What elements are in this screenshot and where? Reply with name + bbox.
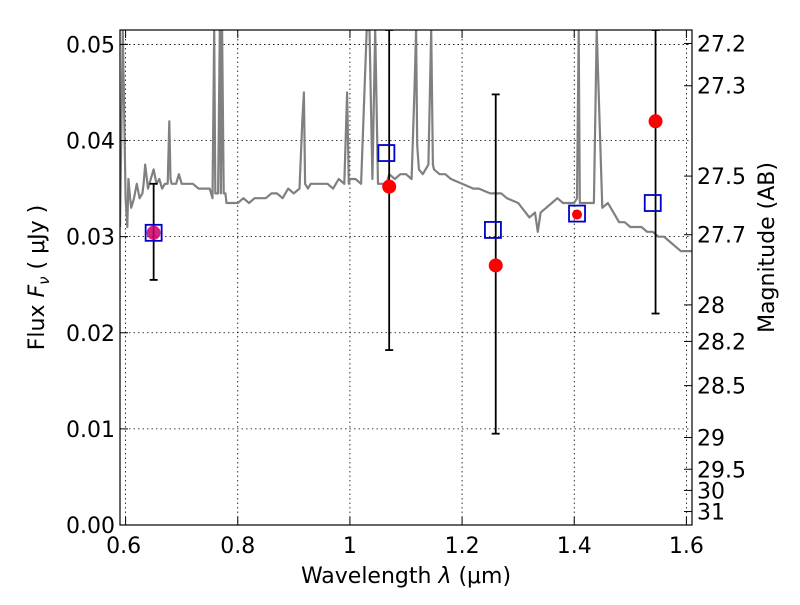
model-point xyxy=(568,204,586,223)
y2-tick-label: 31 xyxy=(697,501,725,526)
y2-tick-label: 27.7 xyxy=(697,224,746,249)
y-tick-label: 0.02 xyxy=(66,322,115,347)
x-tick-label: 0.8 xyxy=(220,534,255,559)
data-layer xyxy=(120,30,692,435)
y2-tick-label: 28.5 xyxy=(697,375,746,400)
plot-frame xyxy=(119,29,693,526)
x-tick-label: 1.4 xyxy=(557,534,592,559)
y-tick-label: 0.05 xyxy=(66,33,115,58)
x-tick-label: 1 xyxy=(343,534,357,559)
y-axis-label: Flux Fν ( μJy ) xyxy=(25,205,53,350)
x-tick-label: 1.6 xyxy=(669,534,704,559)
model-point xyxy=(643,194,662,212)
y2-tick-label: 28.2 xyxy=(697,330,746,355)
x-axis-label: Wavelength λ (μm) xyxy=(301,564,511,589)
y2-tick-label: 27.5 xyxy=(697,165,746,190)
model-point xyxy=(377,144,396,162)
y2-axis-label: Magnitude (AB) xyxy=(755,162,780,333)
observed-point xyxy=(146,225,161,240)
plot-area xyxy=(120,30,692,525)
observed-point xyxy=(648,114,663,129)
spectrum-line xyxy=(120,30,692,253)
y-tick-label: 0.00 xyxy=(66,514,115,539)
y-tick-label: 0.03 xyxy=(66,226,115,251)
model-point xyxy=(144,223,163,242)
y2-tick-label: 27.3 xyxy=(697,75,746,100)
x-tick-label: 1.2 xyxy=(445,534,480,559)
x-tick-label: 0.6 xyxy=(106,534,141,559)
y2-tick-label: 29.5 xyxy=(697,458,746,483)
observed-point xyxy=(572,209,583,220)
observed-point xyxy=(382,179,397,194)
y-tick-label: 0.01 xyxy=(66,418,115,443)
observed-point xyxy=(488,258,503,273)
observed-point-overlap xyxy=(146,225,161,240)
y2-tick-label: 30 xyxy=(697,479,725,504)
y2-tick-label: 29 xyxy=(697,427,725,452)
y2-tick-label: 28 xyxy=(697,294,725,319)
model-point xyxy=(484,221,502,239)
y-tick-label: 0.04 xyxy=(66,130,115,155)
y2-tick-label: 27.2 xyxy=(697,32,746,57)
